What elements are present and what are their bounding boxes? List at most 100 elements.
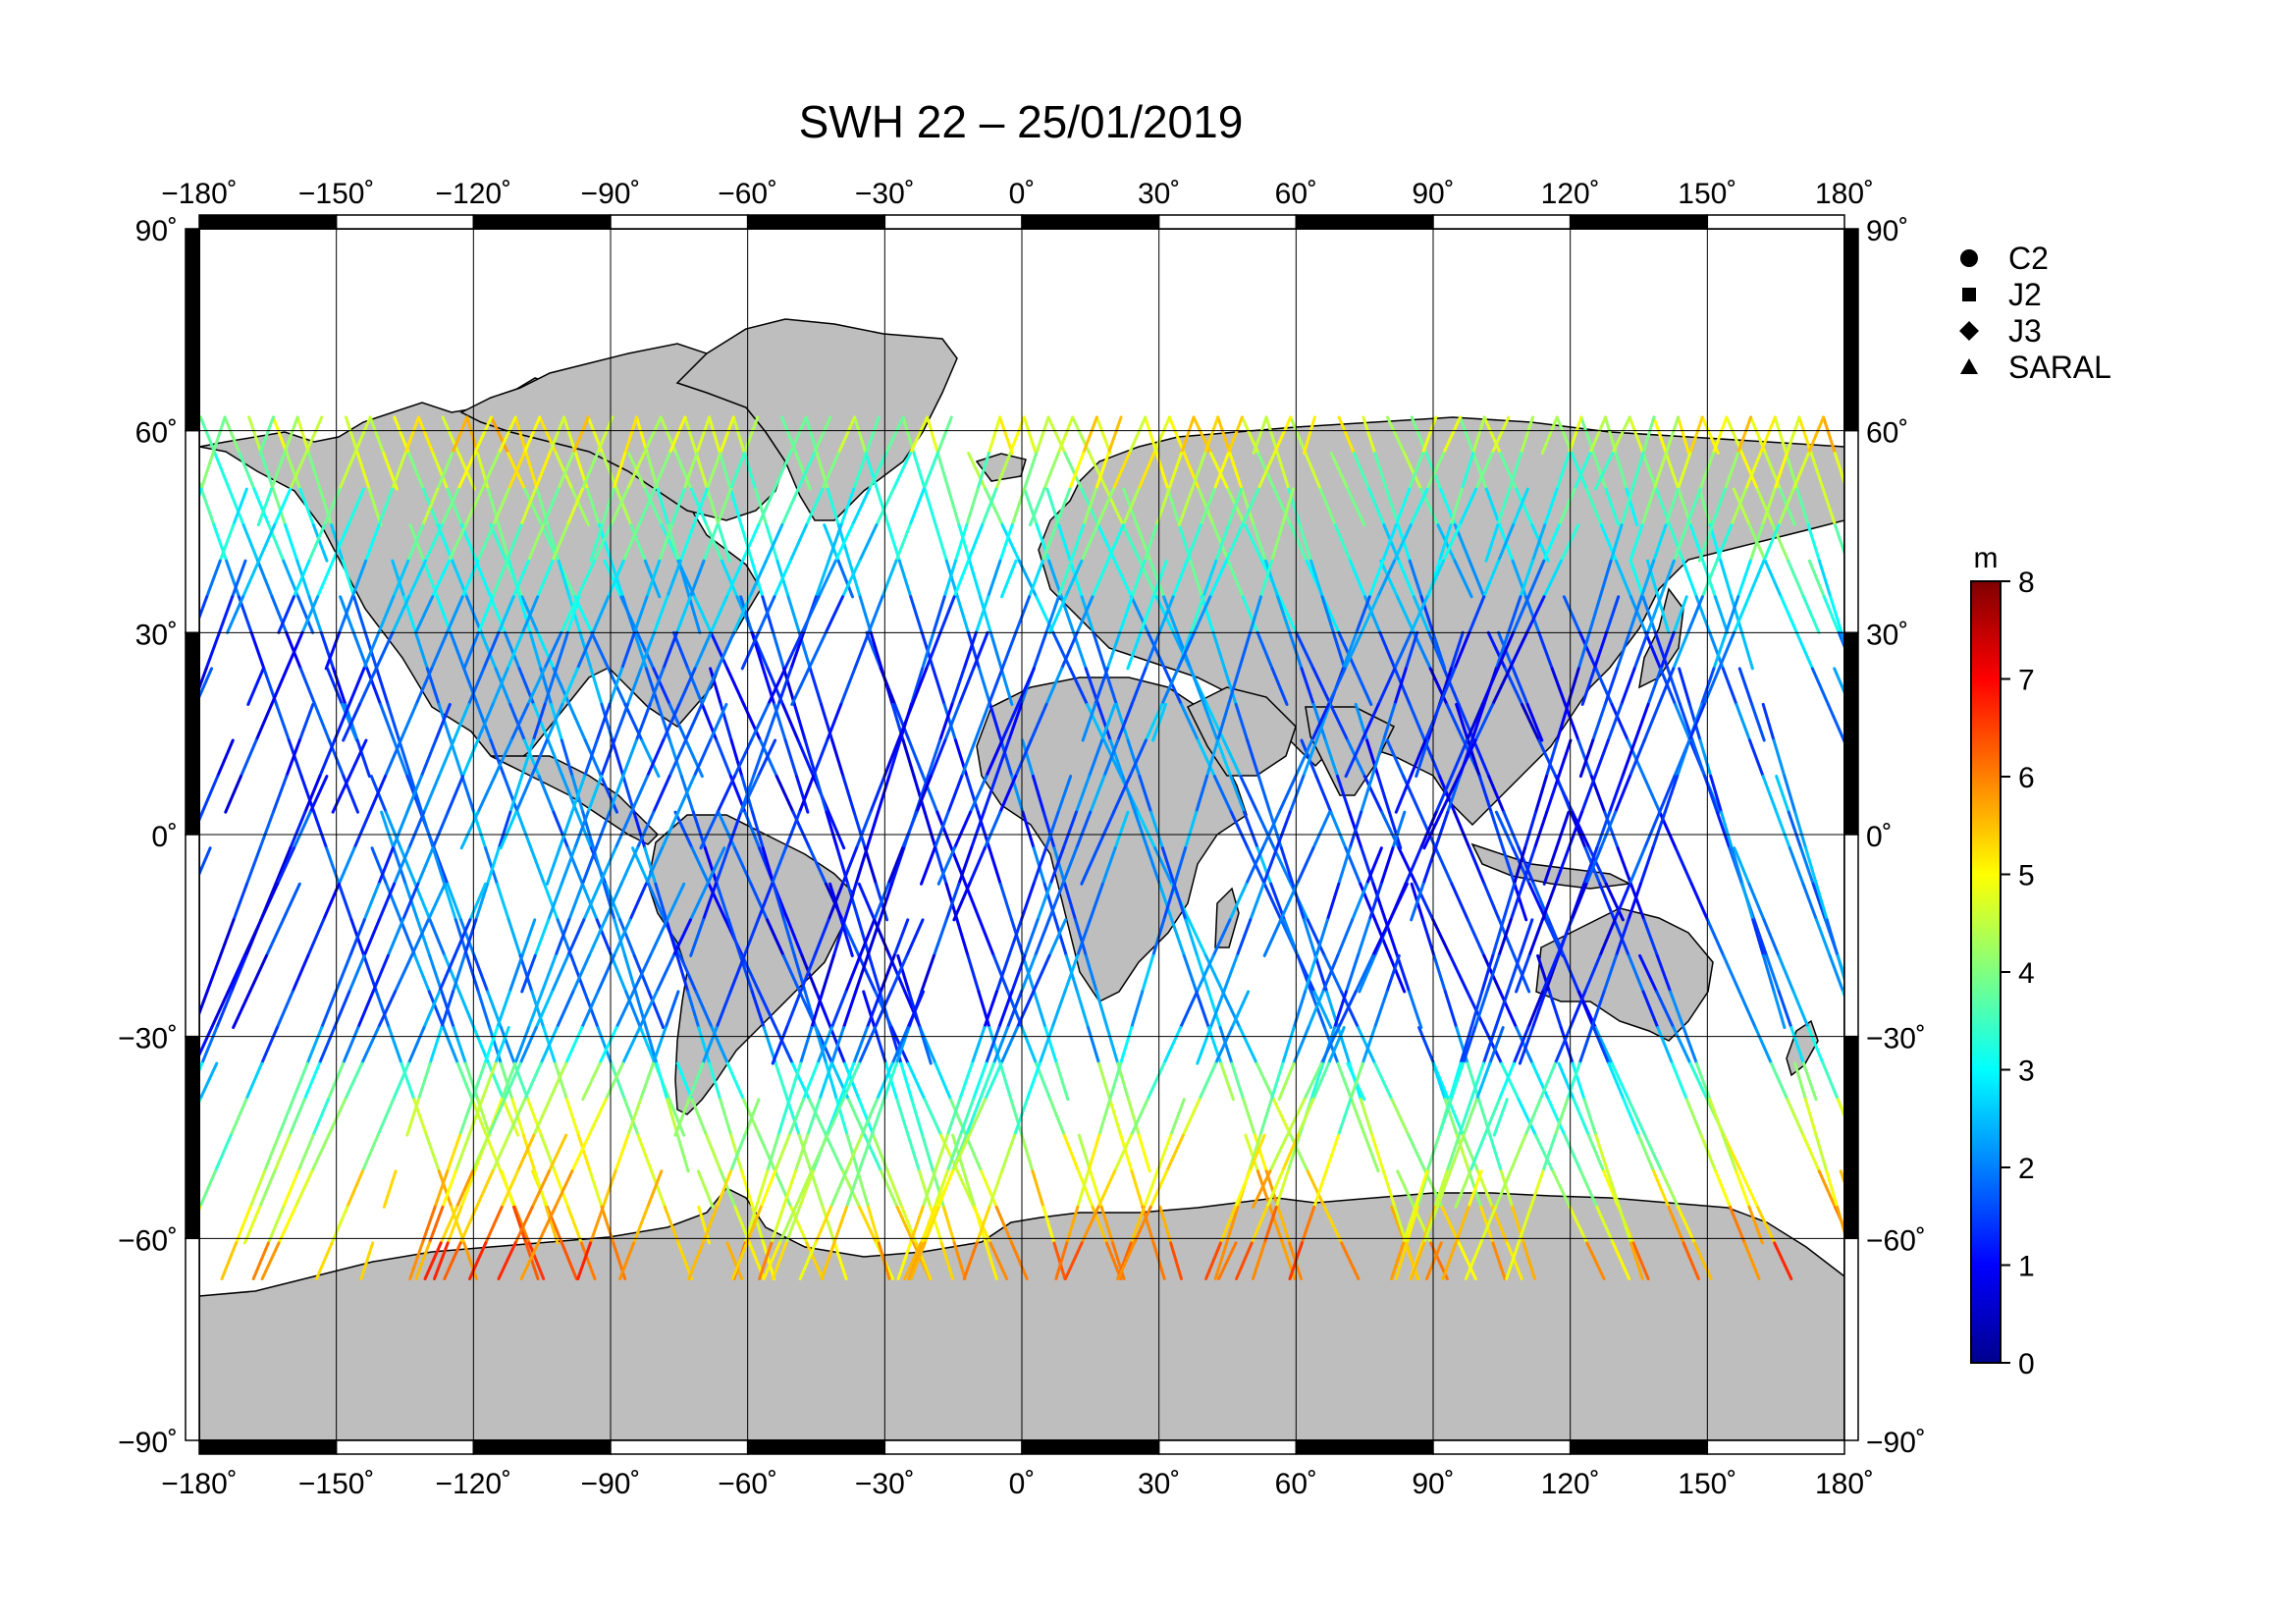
track-segment (54, 992, 70, 1028)
track-segment (619, 846, 639, 886)
track-segment (934, 846, 948, 886)
track-segment (997, 990, 1014, 1030)
track-segment (678, 523, 696, 563)
track-segment (1061, 846, 1079, 886)
track-segment (808, 846, 828, 886)
track-segment (1108, 1098, 1123, 1137)
track-segment (1588, 415, 1608, 456)
track-segment (1086, 702, 1106, 742)
track-segment (840, 846, 859, 886)
track-segment (705, 523, 723, 563)
track-segment (1457, 702, 1475, 742)
track-segment (826, 702, 843, 742)
track-segment (831, 918, 847, 957)
track-segment (475, 1169, 495, 1209)
track-segment (1020, 1133, 1035, 1173)
track-segment (1385, 415, 1407, 456)
track-segment (955, 595, 971, 634)
track-segment (1809, 452, 1825, 491)
track-segment (1572, 1098, 1590, 1137)
track-segment (934, 523, 948, 563)
track-segment (949, 846, 968, 886)
track-segment (1492, 1098, 1509, 1137)
track-segment (158, 1135, 173, 1171)
track-segment (729, 738, 744, 779)
track-segment (654, 882, 668, 922)
track-segment (966, 523, 985, 563)
track-segment (1431, 1061, 1447, 1102)
track-segment (724, 559, 745, 599)
track-segment (666, 1098, 679, 1137)
track-segment (1756, 1205, 1777, 1245)
track-segment (360, 1133, 380, 1173)
track-segment (841, 1061, 861, 1102)
track-segment (757, 990, 777, 1030)
track-segment (754, 1169, 770, 1209)
track-segment (1121, 487, 1141, 527)
track-segment (35, 955, 47, 992)
track-segment (908, 415, 930, 456)
track-segment (273, 487, 293, 527)
track-segment (414, 667, 434, 706)
track-segment (1803, 1098, 1818, 1137)
track-segment (1584, 487, 1603, 527)
track-segment (843, 882, 858, 922)
track-segment (423, 1241, 443, 1280)
track-segment (529, 846, 547, 886)
track-segment (1249, 882, 1265, 922)
track-segment (1102, 738, 1120, 779)
lon-tick-label-top: −30˚ (855, 178, 915, 210)
track-segment (2064, 1243, 2080, 1279)
track-segment (540, 953, 558, 994)
frame-bar-bottom (198, 1439, 338, 1455)
track-segment (846, 882, 861, 922)
track-segment (352, 810, 372, 850)
track-segment (1391, 810, 1407, 850)
track-segment (229, 1098, 248, 1137)
track-segment (1657, 667, 1676, 706)
track-segment (825, 810, 839, 850)
track-segment (1221, 990, 1242, 1030)
track-segment (124, 525, 136, 562)
track-segment (128, 1171, 140, 1208)
track-segment (1804, 846, 1818, 886)
track-segment (399, 918, 417, 957)
track-segment (532, 1098, 552, 1137)
track-segment (1576, 738, 1593, 779)
track-segment (1829, 595, 1843, 634)
track-segment (1314, 918, 1329, 957)
track-segment (1836, 1205, 1844, 1237)
track-segment (1265, 1169, 1285, 1209)
track-segment (521, 1133, 537, 1173)
track-segment (1494, 1169, 1513, 1209)
track-segment (836, 559, 855, 599)
track-segment (788, 523, 809, 563)
lon-tick-label-bottom: −60˚ (718, 1468, 777, 1500)
track-segment (1211, 630, 1227, 671)
track-segment (451, 415, 469, 456)
track-segment (1041, 810, 1056, 850)
track-segment (1482, 415, 1502, 456)
track-segment (770, 1205, 785, 1245)
track-segment (494, 667, 512, 706)
track-segment (476, 702, 495, 742)
track-segment (1312, 1169, 1328, 1209)
track-segment (436, 452, 454, 491)
track-segment (416, 415, 435, 456)
track-segment (809, 1169, 825, 1209)
track-segment (330, 523, 345, 563)
track-segment (512, 1205, 528, 1245)
colorbar-tick-label: 5 (2018, 860, 2035, 893)
lon-tick-label-top: 120˚ (1541, 178, 1600, 210)
track-segment (781, 1169, 797, 1209)
track-segment (1640, 487, 1656, 527)
track-segment (558, 810, 574, 850)
track-segment (705, 452, 722, 491)
track-segment (1230, 990, 1251, 1030)
track-segment (994, 1205, 1014, 1245)
track-segment (780, 487, 800, 527)
track-segment (813, 918, 830, 957)
track-segment (1155, 1133, 1173, 1173)
track-segment (1016, 667, 1036, 706)
track-segment (377, 487, 395, 527)
